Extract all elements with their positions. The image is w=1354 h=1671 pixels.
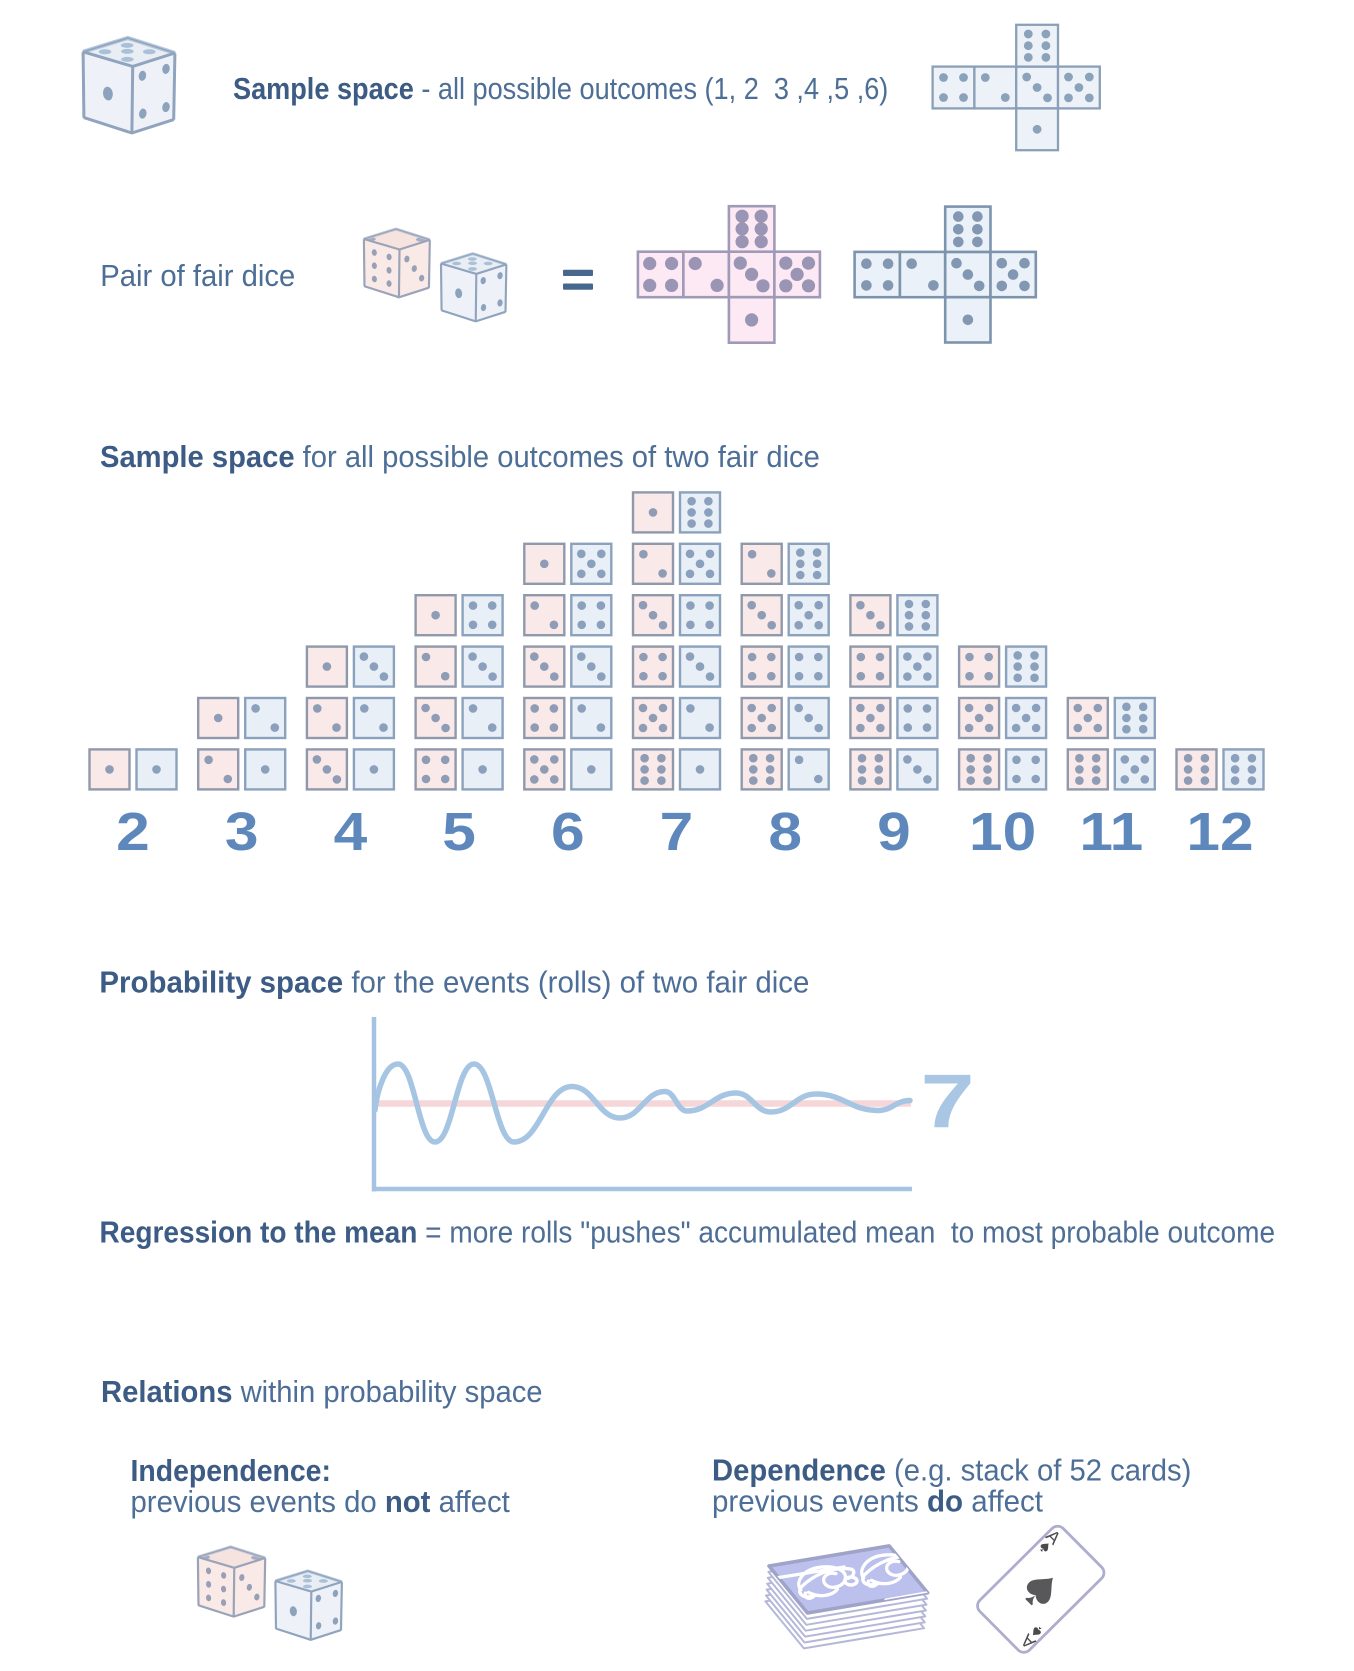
svg-text:7: 7 <box>921 1060 975 1144</box>
svg-text:2: 2 <box>116 802 150 862</box>
svg-text:6: 6 <box>551 802 585 862</box>
svg-text:Sample space - all possible ou: Sample space - all possible outcomes (1,… <box>233 73 888 107</box>
svg-text:10: 10 <box>969 802 1036 862</box>
svg-text:previous events do affect: previous events do affect <box>712 1485 1044 1519</box>
svg-text:Pair of fair dice: Pair of fair dice <box>100 259 295 293</box>
svg-text:7: 7 <box>660 802 694 862</box>
svg-text:Independence:: Independence: <box>131 1454 331 1488</box>
svg-text:8: 8 <box>768 802 802 862</box>
svg-text:Probability space for the even: Probability space for the events (rolls)… <box>99 966 809 1000</box>
svg-text:12: 12 <box>1186 802 1253 862</box>
svg-text:5: 5 <box>442 802 476 862</box>
svg-text:Sample space for all possible: Sample space for all possible outcomes o… <box>100 440 820 474</box>
svg-text:11: 11 <box>1079 802 1143 862</box>
svg-text:4: 4 <box>334 802 368 862</box>
svg-text:Relations within probability s: Relations within probability space <box>101 1375 543 1409</box>
svg-text:previous events do not affect: previous events do not affect <box>131 1485 511 1519</box>
svg-text:Dependence (e.g. stack of 52 c: Dependence (e.g. stack of 52 cards) <box>712 1454 1191 1488</box>
svg-text:3: 3 <box>225 802 259 862</box>
svg-text:Regression to the mean = more: Regression to the mean = more rolls "pus… <box>100 1215 1276 1250</box>
svg-text:9: 9 <box>877 802 911 862</box>
